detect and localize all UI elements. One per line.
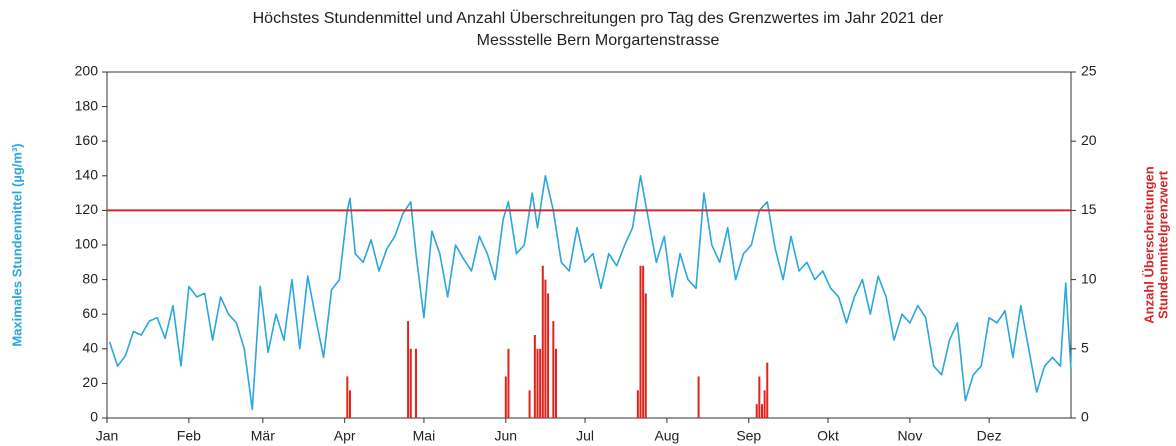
bar [552, 321, 555, 418]
x-tick-label: Feb [177, 428, 201, 444]
bar [755, 404, 758, 418]
chart-title: Messstelle Bern Morgartenstrasse [477, 32, 720, 49]
y2-tick-label: 5 [1081, 340, 1089, 356]
x-tick-label: Okt [817, 428, 839, 444]
y-tick-label: 0 [90, 409, 98, 425]
y2-axis-label: Anzahl Überschreitungen [1141, 166, 1156, 324]
bar [636, 390, 639, 418]
x-tick-label: Nov [897, 428, 922, 444]
chart-title: Höchstes Stundenmittel und Anzahl Übersc… [253, 9, 944, 27]
y-tick-label: 120 [75, 201, 99, 217]
x-tick-label: Dez [977, 428, 1002, 444]
bar [507, 348, 510, 418]
bar [415, 348, 418, 418]
bar [536, 348, 539, 418]
bar [639, 265, 642, 418]
y-axis-label: Maximales Stundenmittel (µg/m³) [9, 143, 24, 346]
x-tick-label: Aug [654, 428, 679, 444]
bar [760, 404, 763, 418]
bar [407, 321, 410, 418]
y2-tick-label: 20 [1081, 132, 1097, 148]
bar [539, 348, 542, 418]
y-tick-label: 20 [82, 374, 98, 390]
bar [697, 376, 700, 418]
bar [544, 279, 547, 418]
bar [541, 265, 544, 418]
x-tick-label: Apr [334, 428, 356, 444]
y2-tick-label: 25 [1081, 63, 1097, 79]
bar [758, 376, 761, 418]
y-tick-label: 180 [75, 97, 99, 113]
bar [409, 348, 412, 418]
x-tick-label: Mai [413, 428, 436, 444]
bar [554, 348, 557, 418]
bar [642, 265, 645, 418]
x-tick-label: Jun [495, 428, 518, 444]
y-tick-label: 40 [82, 340, 98, 356]
plot-frame [106, 71, 1072, 419]
y-tick-label: 140 [75, 167, 99, 183]
bar [533, 334, 536, 418]
bar [504, 376, 507, 418]
x-tick-label: Mär [251, 428, 275, 444]
bar [547, 293, 550, 418]
y-tick-label: 200 [75, 63, 99, 79]
y2-tick-label: 0 [1081, 409, 1089, 425]
x-tick-label: Sep [736, 428, 761, 444]
y-tick-label: 100 [75, 236, 99, 252]
y2-tick-label: 10 [1081, 270, 1097, 286]
y-tick-label: 80 [82, 270, 98, 286]
bar [348, 390, 351, 418]
bar [346, 376, 349, 418]
y2-axis-label: Stundenmittelgrenzwert [1155, 170, 1170, 319]
bar [766, 362, 769, 418]
y2-tick-label: 15 [1081, 201, 1097, 217]
x-tick-label: Jul [576, 428, 594, 444]
bar [644, 293, 647, 418]
line [108, 175, 1072, 411]
bar [528, 390, 531, 418]
bar [763, 390, 766, 418]
x-tick-label: Jan [96, 428, 119, 444]
y-tick-label: 160 [75, 132, 99, 148]
y-tick-label: 60 [82, 305, 98, 321]
